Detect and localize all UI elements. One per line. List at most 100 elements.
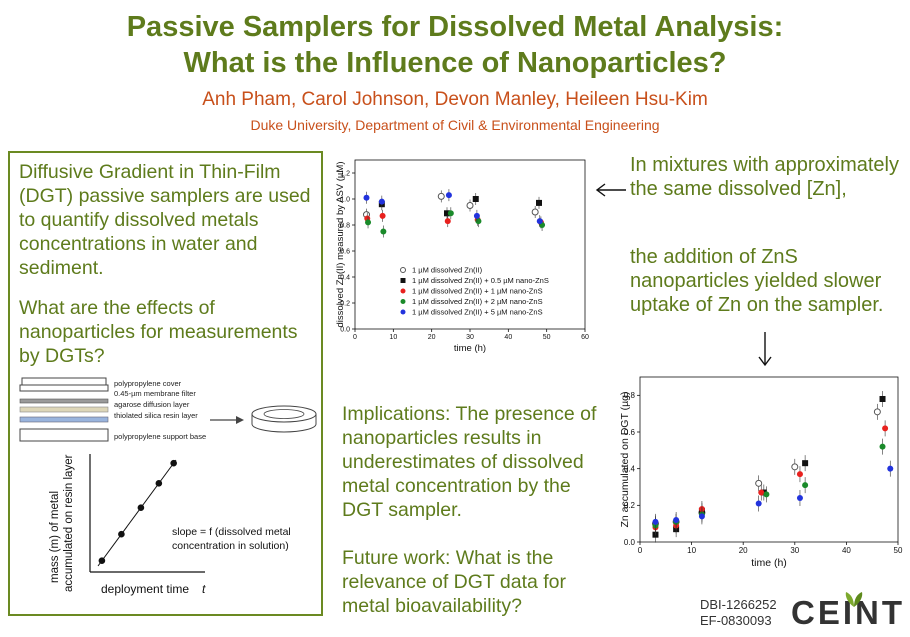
data-point	[365, 219, 372, 226]
dissolved-zn-chart: dissolved Zn(II) measured by ASV (µM) ti…	[335, 159, 589, 354]
dgt-diagram: polypropylene cover 0.45-µm membrane fil…	[19, 377, 317, 596]
data-point	[802, 482, 809, 489]
y-tick-label: 1.2	[340, 170, 350, 177]
author-separator: ,	[424, 89, 435, 110]
data-point	[755, 479, 763, 487]
grant-1: DBI-1266252	[700, 597, 777, 612]
mini-data-point	[118, 530, 125, 538]
series-1	[652, 391, 886, 543]
author-2: Carol Johnson	[301, 89, 425, 110]
author-4: Heileen Hsu-Kim	[565, 89, 708, 110]
data-point	[673, 517, 680, 523]
data-point	[755, 500, 762, 507]
data-point	[758, 489, 765, 496]
poster-title-line1: Passive Samplers for Dissolved Metal Ana…	[126, 11, 784, 43]
dgt-intro-box	[8, 151, 323, 616]
data-point	[791, 463, 799, 471]
legend-marker	[400, 267, 406, 273]
series-2	[364, 209, 544, 229]
y-tick-label: 1.0	[340, 196, 350, 203]
ceint-logo: CEINT	[791, 594, 905, 631]
data-point	[437, 192, 445, 200]
data-point	[472, 196, 479, 202]
grant-2: EF-0830093	[700, 613, 772, 628]
down-arrow-icon	[758, 332, 772, 367]
x-tick-label: 40	[504, 334, 512, 341]
data-point	[763, 491, 770, 498]
author-separator: ,	[290, 89, 302, 110]
data-point	[698, 513, 705, 520]
chart1-ylabel: dissolved Zn(II) measured by ASV (µM)	[335, 162, 346, 328]
mini-ylabel-line2: accumulated on resin layer	[63, 454, 75, 592]
data-point	[444, 210, 450, 217]
data-point	[363, 194, 370, 201]
legend-marker	[400, 288, 406, 294]
data-point	[796, 495, 803, 501]
mixture-text: In mixtures with approximately the same …	[630, 154, 899, 200]
data-point	[445, 192, 452, 199]
poster-title-line2: What is the Influence of Nanoparticles?	[183, 47, 727, 79]
data-point	[378, 198, 385, 205]
mini-trend-line	[97, 459, 177, 567]
legend-entry: 1 µM dissolved Zn(II) + 2 µM nano-ZnS	[412, 297, 543, 306]
layer-label-resin: thiolated silica resin layer	[114, 411, 198, 420]
layer-label-support: polypropylene support base	[114, 432, 206, 441]
leaf-logo-icon	[845, 592, 863, 607]
series-1	[378, 193, 542, 220]
data-point	[882, 425, 889, 432]
affiliation: Duke University, Department of Civil & E…	[250, 117, 660, 133]
dgt-layer-stack	[19, 377, 109, 442]
agarose-layer	[19, 406, 109, 413]
x-tick-label: 20	[739, 546, 748, 555]
layer-label-agarose: agarose diffusion layer	[114, 400, 190, 409]
data-point	[879, 396, 886, 402]
slope-line2: concentration in solution)	[172, 540, 289, 552]
mini-data-point	[155, 480, 163, 487]
slope-line1: slope = f (dissolved metal	[172, 526, 291, 538]
mass-vs-time-plot	[89, 454, 205, 573]
author-list: Anh Pham, Carol Johnson, Devon Manley, H…	[0, 89, 910, 111]
data-point	[652, 518, 659, 525]
assembled-sampler-icon	[251, 405, 317, 433]
mini-xlabel: deployment time	[101, 582, 189, 596]
data-point	[536, 218, 543, 225]
x-tick-label: 50	[543, 334, 551, 341]
series-0	[651, 403, 881, 532]
legend-entry: 1 µM dissolved Zn(II) + 1 µM nano-ZnS	[412, 287, 543, 296]
y-tick-label: 0.0	[624, 538, 636, 547]
x-tick-label: 20	[428, 334, 436, 341]
data-point	[879, 443, 886, 450]
y-tick-label: 0.6	[340, 248, 350, 255]
y-tick-label: 0.4	[624, 464, 636, 473]
cover-layer	[21, 377, 107, 386]
mini-data-point	[137, 504, 145, 511]
intro-text: Diffusive Gradient in Thin-Film (DGT) pa…	[19, 161, 311, 279]
x-tick-label: 10	[389, 334, 397, 341]
implications-text: Implications: The presence of nanopartic…	[342, 403, 597, 521]
mini-xlabel-variable: t	[202, 582, 206, 596]
chart1-xlabel: time (h)	[454, 343, 486, 354]
layer-label-cover: polypropylene cover	[114, 379, 182, 388]
plot-frame	[639, 376, 899, 543]
data-point	[473, 212, 480, 219]
series-3	[365, 207, 546, 238]
membrane-layer	[19, 398, 109, 404]
legend-marker	[400, 299, 406, 304]
result-text: the addition of ZnS nanoparticles yielde…	[630, 246, 884, 316]
author-separator: ,	[554, 89, 566, 110]
data-point	[475, 218, 482, 225]
data-point	[466, 202, 474, 209]
author-3: Devon Manley	[434, 89, 555, 110]
y-tick-label: 0.2	[624, 501, 636, 510]
chart2-ylabel: Zn accumulated on DGT (µg)	[619, 392, 631, 528]
assembly-arrow-head	[236, 416, 244, 424]
series-4	[652, 460, 894, 530]
x-tick-label: 30	[466, 334, 474, 341]
x-tick-label: 0	[638, 546, 643, 555]
author-1: Anh Pham	[202, 89, 291, 110]
y-tick-label: 0.4	[340, 274, 350, 281]
y-tick-label: 0.8	[624, 391, 636, 400]
data-point	[887, 465, 894, 472]
question-text: What are the effects of nanoparticles fo…	[19, 297, 298, 367]
data-point	[444, 218, 451, 225]
